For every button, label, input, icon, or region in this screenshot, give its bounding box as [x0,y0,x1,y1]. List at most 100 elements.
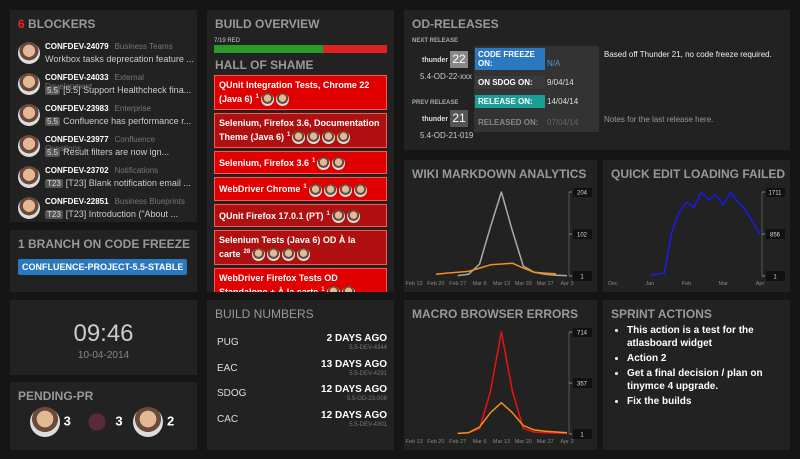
sprint-panel: SPRINT ACTIONS This action is a test for… [603,300,790,450]
key: CONFDEV-23977 [45,135,109,144]
series-line [649,191,761,276]
release-dates: RELEASED ON: 07/04/14 [474,110,599,132]
avatar [331,209,345,223]
x-tick-label: Mar 27 [537,281,554,287]
build-ago: 13 DAYS AGO [321,358,387,370]
x-tick-label: Mar 6 [473,439,487,445]
avatar [307,131,321,145]
series-line [457,331,568,435]
build-name: CAC [217,413,239,425]
x-tick-label: Feb 13 [405,439,422,445]
blocker-summary: 5.5 [5.5] Support Healthcheck fina... [45,85,191,95]
y-tick-label: 204 [577,191,588,197]
failure-item: WebDriver Firefox Tests OD Standalone + … [214,267,387,292]
avatar [18,42,40,64]
failure-item: Selenium, Firefox 3.6 1 [214,151,387,175]
date-row: RELEASED ON: 07/04/14 [475,112,598,130]
failure-name: QUnit Integration Tests, Chrome 22 (Java… [219,80,370,104]
avatar [252,247,266,261]
y-tick-label: 102 [577,233,588,239]
release-number: 21 [450,110,468,127]
avatar [341,285,355,292]
avatar [18,104,40,126]
x-tick-label: Mar 27 [537,439,554,445]
avatar [332,157,346,171]
blocker-summary: T23 [T23] Introduction ("About ... [45,209,178,219]
date-label: RELEASED ON: [475,116,545,129]
release-dates: CODE FREEZE ON: N/A ON SDOG ON: 9/04/14 RELE… [474,46,599,111]
line-chart: 1 357 714 Feb 13 Feb 20 Feb 27 Mar 6 Mar 13 Mar … [405,328,592,445]
failure-item: QUnit Firefox 17.0.1 (PT) 1 [214,203,387,227]
sprint-item: Action 2 [627,352,783,365]
line-chart: 1 856 1711 Dec Jan Feb Mar Apr [608,188,785,287]
pending-title: PENDING-PR [18,389,94,403]
avatar [338,183,352,197]
date-row: ON SDOG ON: 9/04/14 [475,72,598,90]
branch-title: 1 BRANCH ON CODE FREEZE [18,237,191,251]
failure-count: 1 [312,158,316,165]
sprint-item: This action is a test for the atlasboard… [627,324,783,350]
summary: [T23] Introduction ("About ... [65,209,179,219]
y-tick-label: 1 [773,275,777,281]
failure-name: QUnit Firefox 17.0.1 (PT) [219,210,324,221]
avatar [317,157,331,171]
blocker-item: CONFDEV-23702 Notifications T23 [T23] Blank… [18,164,193,195]
date-row: RELEASE ON: 14/04/14 [475,91,598,109]
pr-count: 3 [63,413,71,429]
build-id: 5.5-DEV-4291 [349,370,387,377]
clock-date: 10-04-2014 [77,350,130,361]
blocker-count: 6 [18,17,25,31]
blocker-key: CONFDEV-24079 Business Teams [45,42,173,51]
blocker-summary: Workbox tasks deprecation feature ... [45,54,194,64]
x-tick-label: Apr [756,281,765,287]
avatar [30,407,60,437]
avatar [18,197,40,219]
failure-item: Selenium, Firefox 3.6, Documentation The… [214,113,387,149]
release-heading: NEXT RELEASE [412,38,459,44]
failure-item: WebDriver Chrome 1 [214,177,387,201]
failure-name: WebDriver Chrome [219,184,301,195]
progress-total [214,45,387,53]
blocker-item: CONFDEV-24079 Business Teams Workbox tasks… [18,40,194,71]
build-row: EAC 13 DAYS AGO 5.5-DEV-4291 [217,359,387,383]
project: Notifications [114,166,159,175]
tick-box [766,271,785,281]
x-tick-label: Mar 20 [515,439,532,445]
build-name: EAC [217,362,238,374]
clock-panel: 09:46 10-04-2014 [10,300,197,375]
failure-count: 1 [303,184,307,191]
avatar [81,407,112,437]
tick-box [766,188,785,197]
series-line [457,401,568,435]
pr-count: 2 [167,413,175,429]
tick-box [573,229,592,240]
summary: Result filters are now ign... [63,147,170,157]
build-ago: 12 DAYS AGO [321,409,387,421]
blocker-summary: T23 [T23] Blank notification email ... [45,178,191,188]
release-number: 22 [450,51,468,68]
progress-label: 7/19 RED [214,38,241,44]
project: Business Blueprints [114,197,185,206]
summary: Confluence has performance r... [63,116,192,126]
failure-item: Selenium Tests (Java 6) OD À la carte 28 [214,229,387,265]
build-overview-title: BUILD OVERVIEW [215,17,320,31]
chart-title: WIKI MARKDOWN ANALYTICS [412,167,587,181]
build-ago: 12 DAYS AGO [321,384,387,395]
chart-panel: WIKI MARKDOWN ANALYTICS 1 102 204 Feb 13 Feb… [404,160,597,292]
od-releases-panel: OD-RELEASES NEXT RELEASE thunder 22 5.4-OD-… [404,10,790,150]
avatar [326,285,340,292]
sprint-item: Fix the builds [627,395,783,408]
build-row: SDOG 12 DAYS AGO 5.5-OD-23-008 [217,384,387,408]
avatar [337,131,351,145]
chart-title: MACRO BROWSER ERRORS [412,307,579,321]
y-tick-label: 1 [580,433,584,439]
avatar [346,209,360,223]
build-id: 5.5-DEV-4301 [349,421,387,428]
chart-panel: MACRO BROWSER ERRORS 1 357 714 Feb 13 Feb 20… [404,300,597,450]
x-tick-label: Apr 3 [560,281,573,287]
blocker-item: CONFDEV-22851 Business Blueprints T23 [T23]… [18,195,193,222]
y-tick-label: 856 [770,233,781,239]
line-chart: 1 102 204 Feb 13 Feb 20 Feb 27 Mar 6 Mar 13 Mar … [405,188,592,287]
blocker-key: CONFDEV-23702 Notifications [45,166,158,175]
